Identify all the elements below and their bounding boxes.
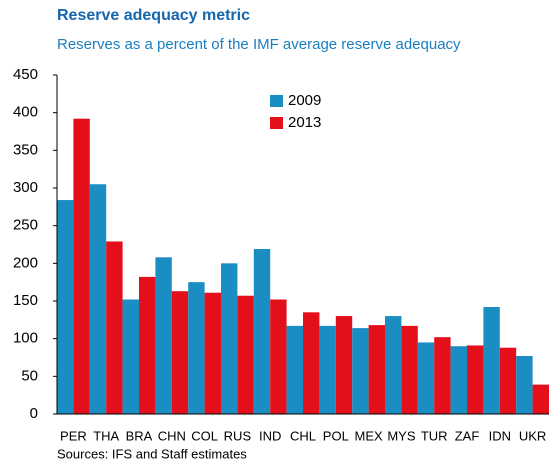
x-tick-label: UKR [519, 428, 546, 443]
bar [319, 325, 336, 414]
bar [253, 249, 271, 414]
bar [89, 184, 107, 414]
y-tick-label: 350 [13, 141, 38, 158]
bar [237, 295, 254, 414]
bar [368, 325, 385, 414]
bar [270, 299, 287, 414]
x-tick-label: TUR [421, 428, 448, 443]
bar [221, 263, 238, 414]
bar [385, 316, 402, 414]
x-tick-label: MEX [355, 428, 384, 443]
legend-label: 2013 [288, 114, 321, 131]
bar [155, 257, 172, 414]
bar [499, 347, 517, 414]
legend-swatch [270, 117, 283, 129]
x-tick-label: POL [323, 428, 349, 443]
x-tick-label: THA [93, 428, 119, 443]
bar [516, 355, 533, 414]
bar [401, 325, 418, 414]
y-tick-label: 450 [13, 66, 38, 83]
y-tick-label: 0 [30, 405, 38, 422]
bar [204, 292, 221, 414]
x-tick-label: COL [191, 428, 218, 443]
bar [335, 316, 353, 414]
x-tick-label: IND [259, 428, 281, 443]
bar [467, 345, 484, 414]
x-tick-label: MYS [387, 428, 416, 443]
x-tick-label: PER [60, 428, 87, 443]
bar [122, 299, 139, 414]
x-tick-label: CHL [290, 428, 316, 443]
bar [303, 312, 320, 414]
x-tick-label: IDN [489, 428, 511, 443]
x-tick-label: ZAF [455, 428, 480, 443]
bar [57, 200, 74, 414]
x-tick-label: RUS [224, 428, 252, 443]
x-tick-label: BRA [126, 428, 153, 443]
bar [434, 337, 451, 414]
y-tick-label: 200 [13, 254, 38, 271]
bar [417, 342, 435, 414]
y-tick-label: 100 [13, 330, 38, 347]
bar [286, 325, 303, 414]
y-tick-label: 400 [13, 104, 38, 121]
x-tick-label: CHN [158, 428, 186, 443]
bar [139, 276, 156, 414]
bar [450, 346, 467, 414]
bar [171, 291, 189, 414]
bar [106, 241, 123, 414]
y-tick-label: 50 [21, 367, 38, 384]
chart-subtitle: Reserves as a percent of the IMF average… [57, 36, 461, 53]
bar [188, 282, 205, 414]
legend-swatch [270, 95, 283, 107]
bar [483, 307, 500, 414]
chart-title: Reserve adequacy metric [57, 7, 250, 24]
bar [352, 328, 369, 414]
source-note: Sources: IFS and Staff estimates [57, 446, 247, 461]
bar [73, 118, 90, 415]
bar [532, 384, 549, 414]
y-tick-label: 250 [13, 217, 38, 234]
y-tick-label: 300 [13, 179, 38, 196]
legend-label: 2009 [288, 92, 321, 109]
y-tick-label: 150 [13, 292, 38, 309]
